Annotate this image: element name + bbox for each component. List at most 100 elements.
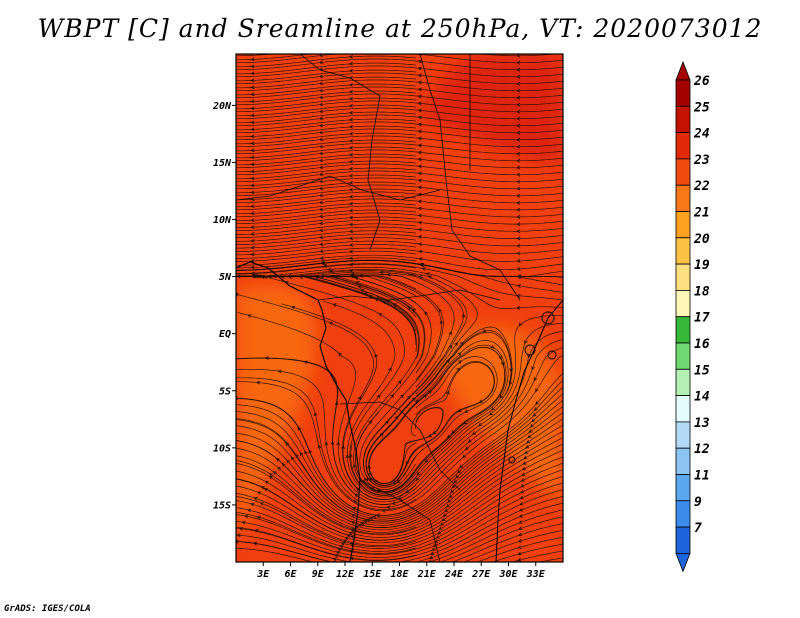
streamline-arrow (453, 479, 458, 484)
streamline-arrow (349, 68, 353, 73)
streamline-arrow (417, 59, 422, 64)
streamline (236, 163, 563, 176)
streamline (236, 205, 563, 218)
streamline (236, 139, 416, 152)
streamline-arrow (435, 535, 440, 539)
lat-tick-label: 15N (213, 158, 232, 169)
streamline-arrow (264, 356, 269, 360)
streamline-arrow (319, 116, 323, 121)
streamline (236, 181, 416, 194)
streamline-arrow (250, 57, 255, 62)
streamline-arrow (517, 538, 522, 543)
streamline-arrow (370, 477, 374, 482)
streamline-arrow (417, 136, 422, 141)
streamline-arrow (454, 342, 458, 347)
streamline (236, 244, 416, 256)
streamline-arrow (520, 483, 525, 488)
streamline (236, 86, 563, 99)
streamline (236, 430, 563, 536)
colorbar-label: 26 (693, 74, 710, 89)
streamline (236, 275, 417, 496)
streamline (366, 346, 506, 492)
streamline-arrow (363, 519, 368, 524)
coastlines (236, 54, 563, 562)
streamline-arrow (349, 180, 353, 185)
streamline-arrow (417, 73, 422, 78)
streamline-arrow (319, 130, 323, 135)
longitude-axis: 3E 6E 9E 12E 15E 18E 21E 24E 27E 30E 33E (256, 562, 546, 580)
streamline (236, 496, 563, 562)
streamline-arrow (444, 508, 449, 512)
colorbar-swatch (675, 447, 691, 475)
streamline (236, 275, 426, 493)
streamline-arrow (286, 459, 291, 464)
streamline-arrow (388, 367, 392, 372)
colorbar-swatch (675, 211, 691, 239)
colorbar-label: 7 (694, 521, 702, 536)
streamline (236, 153, 416, 166)
streamline-arrow (498, 355, 502, 360)
streamline-arrow (319, 242, 324, 247)
streamline-arrow (516, 60, 521, 65)
streamline-arrow (478, 399, 483, 403)
streamline-arrow (417, 235, 422, 239)
country-border (317, 289, 501, 301)
streamline-arrow (250, 155, 255, 160)
streamline-arrow (319, 165, 323, 170)
streamline-arrow (517, 557, 522, 562)
streamline-arrow (319, 221, 324, 226)
streamline-arrow (317, 444, 322, 449)
streamline-arrow (349, 117, 353, 122)
streamline-arrow (517, 275, 522, 280)
streamline-arrow (428, 555, 433, 560)
streamline-arrow (335, 550, 340, 555)
colorbar-swatch (675, 316, 691, 344)
streamline (236, 54, 313, 61)
streamline-arrow (417, 94, 422, 99)
streamline-arrow (375, 489, 380, 493)
streamline-arrow (459, 464, 464, 469)
streamline-arrow (417, 164, 422, 169)
west-africa-coastline (236, 261, 361, 562)
streamline-arrow (432, 543, 437, 547)
streamline-arrow (360, 521, 365, 526)
streamline (236, 377, 417, 511)
streamline-arrow (257, 491, 262, 495)
lake-outline (541, 311, 555, 325)
colorbar-swatch (675, 421, 691, 449)
streamline (236, 93, 563, 106)
streamline-arrow (461, 313, 466, 318)
streamline-arrow (499, 394, 504, 399)
streamline-arrow (350, 564, 353, 567)
streamline-arrow (516, 158, 521, 163)
streamline-arrow (250, 218, 255, 223)
streamline-arrow (516, 305, 521, 310)
streamline-arrow (463, 420, 468, 425)
streamline (236, 79, 563, 92)
streamline-arrow (417, 101, 422, 106)
streamline-arrow (516, 54, 521, 58)
streamline-arrow (417, 129, 422, 134)
streamline-arrow (448, 331, 453, 336)
streamline-arrow (259, 502, 264, 506)
streamline-arrow (349, 542, 354, 546)
streamline-arrow (464, 409, 469, 413)
streamline-arrow (406, 395, 411, 400)
streamline-arrow (319, 200, 324, 205)
streamline-arrow (319, 274, 324, 279)
streamline-arrow (523, 455, 528, 460)
streamline (236, 198, 563, 211)
streamline-arrow (516, 116, 521, 121)
streamline (236, 240, 563, 254)
streamline-arrow (241, 520, 246, 525)
streamline-arrow (418, 242, 423, 247)
streamline (451, 44, 583, 49)
streamline-arrow (518, 322, 523, 327)
streamline (236, 386, 563, 520)
lon-tick-label: 33E (526, 569, 546, 580)
streamline (236, 478, 417, 541)
streamline (236, 509, 563, 562)
streamline (236, 219, 563, 232)
streamline-arrow (250, 127, 255, 132)
streamline-arrow (516, 179, 521, 184)
